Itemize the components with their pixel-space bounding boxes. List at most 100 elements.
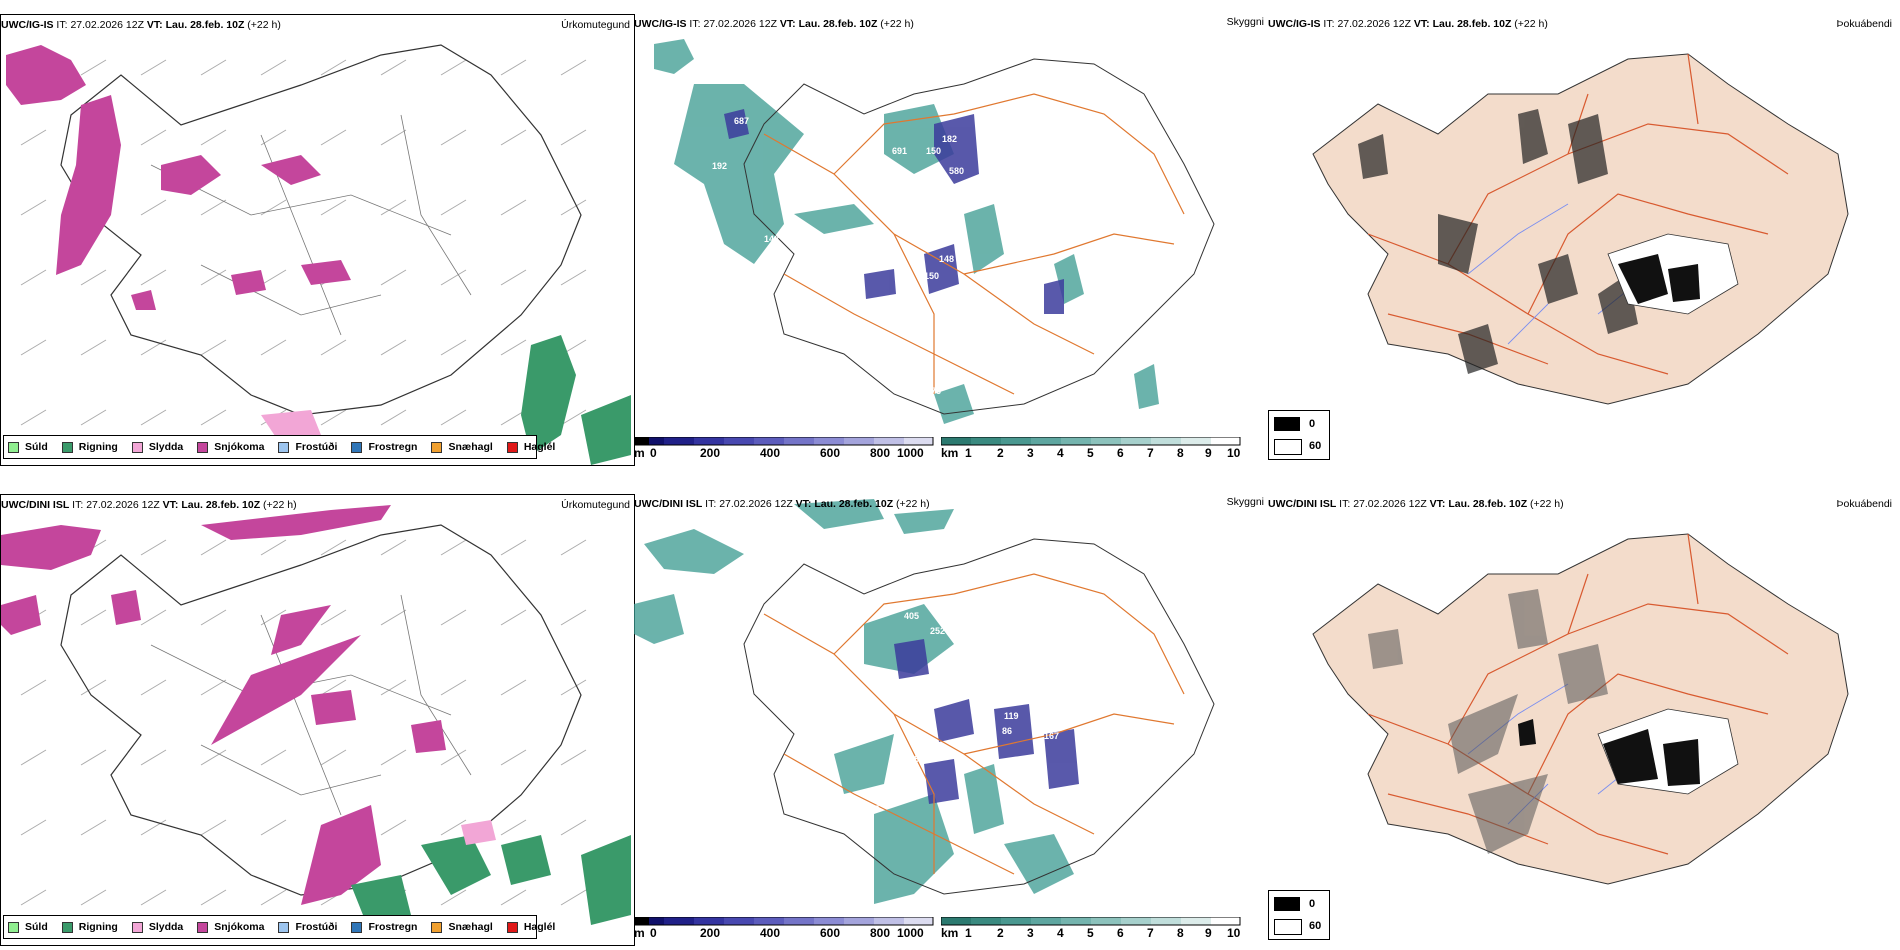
cloud-label: 20 bbox=[746, 581, 756, 591]
it-label: IT: bbox=[56, 19, 68, 31]
legend-swatch bbox=[61, 921, 73, 933]
ceiling-tick: 600 bbox=[820, 926, 841, 940]
legend-label: Haglél bbox=[523, 921, 556, 933]
legend-swatch bbox=[8, 441, 19, 453]
it-value: 27.02.2026 12Z bbox=[1337, 18, 1411, 30]
precip-type-title: Úrkomutegund bbox=[561, 19, 630, 31]
cloud-map-1: 687 192 691 150 182 580 137 46 148 41 15… bbox=[654, 39, 1215, 424]
precip-type-panel-2: UWC/DINI ISL IT: 27.02.2026 12Z VT: Lau.… bbox=[0, 494, 635, 946]
vt-value: Lau. 28.feb. 10Z bbox=[1432, 18, 1512, 30]
legend-swatch bbox=[351, 441, 363, 453]
model-name: UWC/DINI ISL bbox=[634, 498, 703, 510]
cloud-label: 148 bbox=[764, 234, 779, 244]
cloud-label: 150 bbox=[924, 271, 939, 281]
legend-swatch bbox=[131, 441, 143, 453]
legend-label: Slydda bbox=[148, 921, 184, 933]
cloud-panel-2: 20 405 252 133 162 119 86 167 188 857 34… bbox=[633, 494, 1264, 946]
visibility-tick: 3 bbox=[1027, 926, 1034, 940]
visibility-tick: 9 bbox=[1205, 446, 1212, 460]
vt-label: VT: bbox=[795, 498, 812, 510]
ceiling-tick: 200 bbox=[700, 926, 721, 940]
ceiling-tick: 1000 bbox=[897, 446, 924, 460]
vt-value: Lau. 28.feb. 10Z bbox=[798, 18, 878, 30]
legend-item: Snæhagl bbox=[431, 441, 493, 453]
fog-map-1 bbox=[1312, 53, 1849, 405]
legend-item: Frostúði bbox=[278, 441, 337, 453]
legend-item: Snjókoma bbox=[197, 441, 264, 453]
fog-legend-high: 0 bbox=[1309, 418, 1316, 430]
ceiling-tick: 600 bbox=[820, 446, 841, 460]
legend-swatch bbox=[431, 441, 443, 453]
iceland-fog-2 bbox=[1312, 533, 1849, 885]
cloud-label: 148 bbox=[939, 254, 954, 264]
vt-label: VT: bbox=[1429, 498, 1446, 510]
cloud-label: 119 bbox=[1004, 711, 1019, 721]
it-label: IT: bbox=[705, 498, 717, 510]
iceland-outline-2 bbox=[743, 58, 1215, 415]
cloud-label: 133 bbox=[936, 684, 951, 694]
visibility-tick: 6 bbox=[1117, 446, 1124, 460]
legend-item: Slydda bbox=[131, 921, 184, 933]
cloud-label: 46 bbox=[666, 244, 676, 254]
header-4: UWC/DINI ISL IT: 27.02.2026 12Z VT: Lau.… bbox=[1, 499, 297, 511]
visibility-tick: 4 bbox=[1057, 446, 1064, 460]
cloud-label: 580 bbox=[949, 166, 964, 176]
cloud-label: 405 bbox=[904, 611, 919, 621]
vt-label: VT: bbox=[162, 499, 179, 511]
lead-time: (+22 h) bbox=[247, 19, 281, 31]
vt-value: Lau. 28.feb. 10Z bbox=[181, 499, 261, 511]
it-label: IT: bbox=[689, 18, 701, 30]
snow-areas-1 bbox=[6, 45, 351, 310]
fog-map-2 bbox=[1312, 533, 1849, 885]
ceiling-unit: m bbox=[634, 446, 645, 460]
iceland-outline-1 bbox=[60, 44, 582, 416]
cloud-label: 173 bbox=[926, 386, 941, 396]
header-5: UWC/DINI ISL IT: 27.02.2026 12Z VT: Lau.… bbox=[634, 498, 930, 510]
visibility-tick: 7 bbox=[1147, 926, 1154, 940]
fog-panel-2: UWC/DINI ISL IT: 27.02.2026 12Z VT: Lau.… bbox=[1268, 494, 1900, 894]
cloud-title: Skyggni bbox=[1226, 16, 1264, 28]
fog-title-2: Þokuábendi bbox=[1836, 498, 1892, 510]
visibility-tick: 2 bbox=[997, 926, 1004, 940]
ceiling-colorbar-ramp bbox=[633, 916, 934, 926]
cloud-label: 237 bbox=[1014, 266, 1029, 276]
visibility-tick: 8 bbox=[1177, 926, 1184, 940]
visibility-tick: 6 bbox=[1117, 926, 1124, 940]
visibility-tick: 1 bbox=[965, 446, 972, 460]
legend-item: Slydda bbox=[131, 441, 183, 453]
iceland-outline-4 bbox=[743, 538, 1215, 895]
cloud-label: 86 bbox=[1002, 726, 1012, 736]
legend-swatch bbox=[506, 921, 518, 933]
cloud-map-2: 20 405 252 133 162 119 86 167 188 857 34… bbox=[634, 499, 1215, 910]
ceiling-colorbar-2: m 0 200 400 600 800 1000 bbox=[633, 916, 934, 946]
legend-label: Súld bbox=[25, 921, 48, 933]
row1: UWC/IG-IS IT: 27.02.2026 12Z VT: Lau. 28… bbox=[0, 0, 1900, 470]
legend-item: Snæhagl bbox=[431, 921, 493, 933]
cloud-label: 182 bbox=[942, 134, 957, 144]
model-name: UWC/IG-IS bbox=[1, 19, 54, 31]
visibility-unit: km bbox=[941, 926, 959, 940]
precip-legend-2: Súld Rigning Slydda Snjókoma Frostúði Fr… bbox=[3, 915, 555, 939]
legend-label: Snæhagl bbox=[448, 441, 493, 453]
precip-type-panel-1: UWC/IG-IS IT: 27.02.2026 12Z VT: Lau. 28… bbox=[0, 14, 635, 466]
it-label: IT: bbox=[1323, 18, 1335, 30]
ceiling-colorbar-ramp bbox=[633, 436, 934, 446]
vt-value: Lau. 28.feb. 10Z bbox=[1448, 498, 1528, 510]
snow-areas-2 bbox=[1, 505, 446, 905]
legend-swatch bbox=[197, 921, 209, 933]
header-6: UWC/DINI ISL IT: 27.02.2026 12Z VT: Lau.… bbox=[1268, 498, 1564, 510]
legend-swatch bbox=[278, 441, 290, 453]
legend-label: Snjókoma bbox=[214, 441, 265, 453]
precip-type-map-1 bbox=[6, 44, 631, 465]
lead-time: (+22 h) bbox=[896, 498, 930, 510]
lead-time: (+22 h) bbox=[263, 499, 297, 511]
legend-swatch bbox=[278, 921, 290, 933]
cloud-label: 857 bbox=[864, 804, 879, 814]
legend-swatch bbox=[131, 921, 143, 933]
cloud-label: 137 bbox=[959, 184, 974, 194]
cloud-label: 227 bbox=[964, 900, 979, 910]
cloud-label: 150 bbox=[926, 146, 941, 156]
vt-label: VT: bbox=[1413, 18, 1430, 30]
legend-label: Frostúði bbox=[295, 441, 338, 453]
visibility-colorbar-ramp bbox=[940, 436, 1241, 446]
